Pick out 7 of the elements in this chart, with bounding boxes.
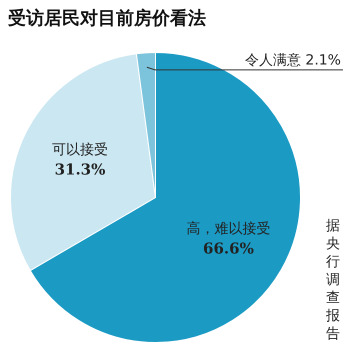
text: 据央行调查报告 <box>325 217 341 343</box>
slice-label: 可以接受 <box>52 142 108 158</box>
slice-label: 高，难以接受 <box>186 221 270 238</box>
data-label: 31.3% <box>54 160 106 178</box>
chart-title: 受访居民对目前房价看法 <box>8 7 206 30</box>
slice-label: 令人满意 2.1% <box>244 52 341 69</box>
data-label: 66.6% <box>203 239 254 258</box>
